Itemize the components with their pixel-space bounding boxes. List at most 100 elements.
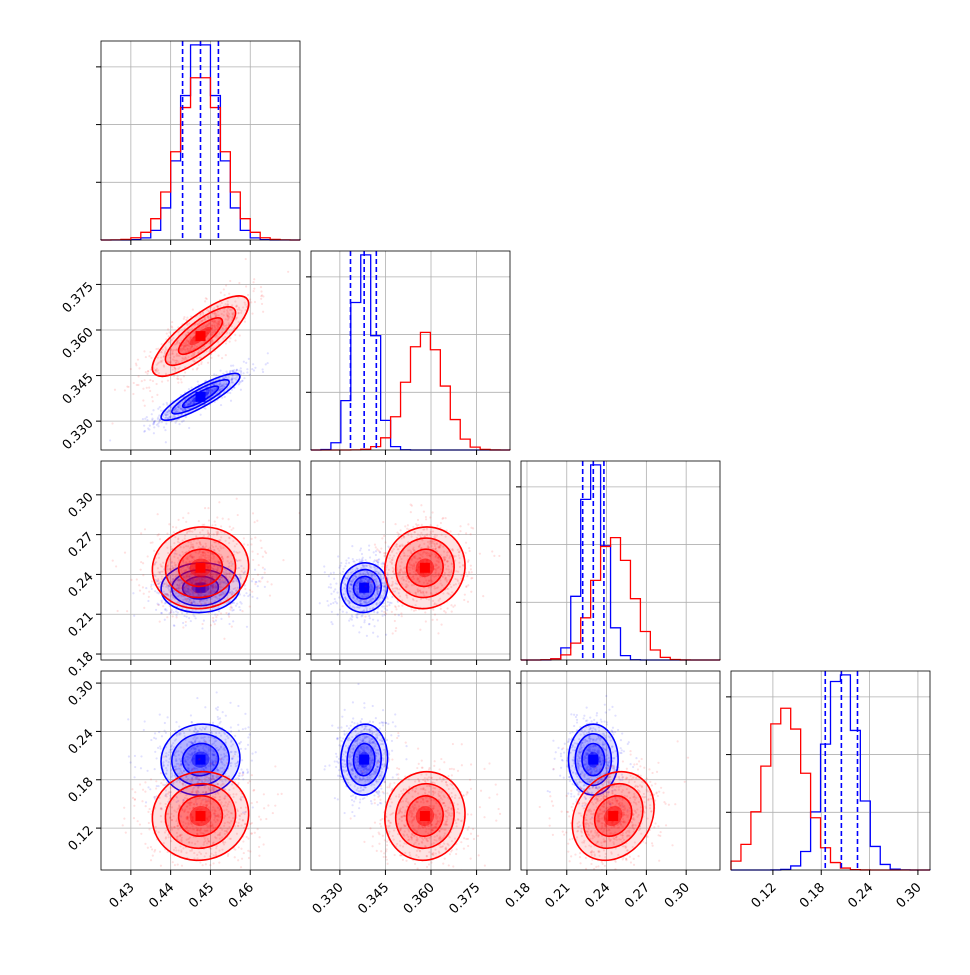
scatter-point [245, 258, 247, 260]
scatter-point [146, 387, 148, 389]
scatter-point [249, 589, 251, 591]
scatter-point [156, 394, 158, 396]
scatter-point [229, 280, 231, 282]
scatter-point [192, 309, 194, 311]
scatter-point [143, 607, 145, 609]
scatter-point [254, 536, 256, 538]
scatter-point [245, 592, 247, 594]
scatter-point [137, 375, 139, 377]
scatter-point [261, 577, 263, 579]
scatter-point [158, 731, 160, 733]
scatter-point [200, 414, 202, 416]
scatter-point [223, 288, 225, 290]
scatter-point [328, 575, 330, 577]
scatter-point [195, 617, 197, 619]
scatter-point [436, 619, 438, 621]
scatter-point [230, 365, 232, 367]
scatter-point [267, 352, 269, 354]
scatter-panel-3-2 [311, 461, 510, 660]
scatter-point [361, 615, 363, 617]
scatter-point [178, 423, 180, 425]
scatter-point [364, 619, 366, 621]
scatter-point [165, 441, 167, 443]
scatter-point [198, 364, 200, 366]
scatter-point [225, 715, 227, 717]
scatter-point [437, 632, 439, 634]
scatter-point [465, 542, 467, 544]
scatter-point [144, 720, 146, 722]
scatter-point [140, 569, 142, 571]
scatter-point [253, 288, 255, 290]
scatter-point [395, 627, 397, 629]
scatter-point [227, 613, 229, 615]
scatter-point [156, 424, 158, 426]
scatter-point [348, 562, 350, 564]
scatter-point [151, 396, 153, 398]
scatter-point [192, 613, 194, 615]
scatter-point [459, 530, 461, 532]
scatter-point [252, 559, 254, 561]
scatter-point [229, 392, 231, 394]
scatter-point [238, 730, 240, 732]
scatter-point [203, 619, 205, 621]
scatter-point [216, 614, 218, 616]
scatter-point [243, 543, 245, 545]
scatter-point [134, 755, 136, 757]
scatter-point [424, 611, 426, 613]
scatter-point [398, 605, 400, 607]
scatter-point [417, 519, 419, 521]
scatter-point [395, 608, 397, 610]
scatter-point [330, 621, 332, 623]
scatter-point [234, 339, 236, 341]
scatter-point [269, 594, 271, 596]
scatter-point [216, 516, 218, 518]
scatter-point [172, 611, 174, 613]
scatter-point [136, 578, 138, 580]
scatter-point [467, 601, 469, 603]
scatter-point [219, 370, 221, 372]
scatter-point [218, 610, 220, 612]
scatter-point [145, 587, 147, 589]
scatter-point [360, 547, 362, 549]
scatter-point [142, 586, 144, 588]
scatter-point [170, 611, 172, 613]
scatter-point [205, 297, 207, 299]
scatter-point [262, 368, 264, 370]
scatter-point [238, 742, 240, 744]
scatter-point [469, 550, 471, 552]
scatter-point [159, 538, 161, 540]
scatter-point [368, 545, 370, 547]
scatter-point [166, 332, 168, 334]
scatter-point [186, 616, 188, 618]
scatter-point [330, 593, 332, 595]
scatter-point [373, 571, 375, 573]
scatter-point [265, 552, 267, 554]
scatter-point [146, 770, 148, 772]
scatter-point [139, 590, 141, 592]
scatter-point [221, 397, 223, 399]
scatter-point [373, 625, 375, 627]
scatter-point [253, 278, 255, 280]
histogram-step-a [521, 465, 720, 660]
scatter-point [133, 776, 135, 778]
scatter-point [145, 371, 147, 373]
scatter-point [366, 635, 368, 637]
scatter-point [243, 594, 245, 596]
scatter-point [250, 543, 252, 545]
scatter-point [175, 526, 177, 528]
scatter-point [153, 421, 155, 423]
scatter-point [143, 425, 145, 427]
scatter-point [212, 620, 214, 622]
scatter-point [375, 554, 377, 556]
scatter-point [242, 778, 244, 780]
scatter-point [149, 390, 151, 392]
histogram-panel-3 [516, 461, 720, 660]
scatter-point [215, 616, 217, 618]
scatter-point [372, 578, 374, 580]
scatter-point [209, 609, 211, 611]
scatter-point [239, 609, 241, 611]
scatter-point [466, 575, 468, 577]
scatter-point [142, 399, 144, 401]
scatter-point [356, 614, 358, 616]
scatter-point [221, 357, 223, 359]
